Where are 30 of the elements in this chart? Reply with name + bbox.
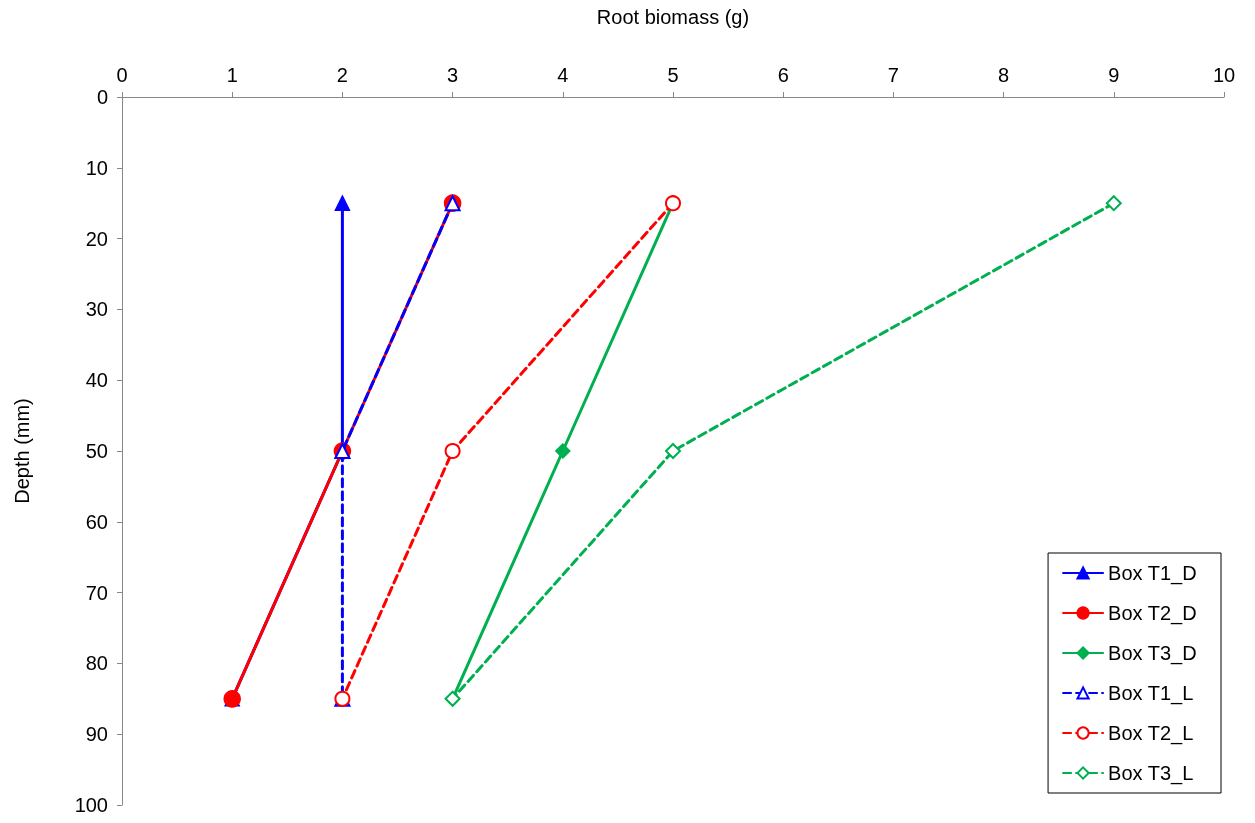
x-tick-label: 8 [998, 64, 1010, 86]
x-tick-label: 5 [667, 64, 679, 86]
y-tick-label: 100 [74, 794, 108, 816]
y-tick-label: 40 [85, 369, 108, 392]
x-tick-label: 0 [116, 64, 128, 86]
y-tick-label: 0 [96, 86, 108, 108]
y-tick-label: 70 [85, 581, 108, 604]
x-tick-label: 10 [1212, 64, 1236, 86]
legend-label: Box T1_D [1108, 562, 1197, 585]
legend-label: Box T2_D [1108, 602, 1197, 625]
legend-label: Box T3_D [1108, 642, 1197, 665]
x-tick-label: 6 [777, 64, 789, 86]
y-tick-label: 80 [85, 652, 108, 675]
x-tick-label: 7 [887, 64, 899, 86]
legend-label: Box T1_L [1108, 682, 1194, 705]
x-tick-label: 9 [1108, 64, 1120, 86]
y-tick-label: 20 [85, 227, 108, 250]
x-tick-label: 2 [336, 64, 348, 86]
legend-label: Box T2_L [1108, 722, 1194, 745]
x-tick-label: 3 [447, 64, 459, 86]
y-tick-label: 10 [85, 156, 108, 179]
x-tick-label: 1 [226, 64, 238, 86]
legend-label: Box T3_L [1108, 762, 1194, 785]
y-tick-label: 30 [85, 298, 108, 321]
y-tick-label: 50 [85, 440, 108, 462]
x-axis-title: Root biomass (g) [596, 6, 750, 28]
y-tick-label: 60 [85, 510, 108, 533]
y-axis-title: Depth (mm) [11, 398, 33, 504]
y-tick-label: 90 [85, 723, 108, 746]
x-tick-label: 4 [557, 64, 569, 86]
